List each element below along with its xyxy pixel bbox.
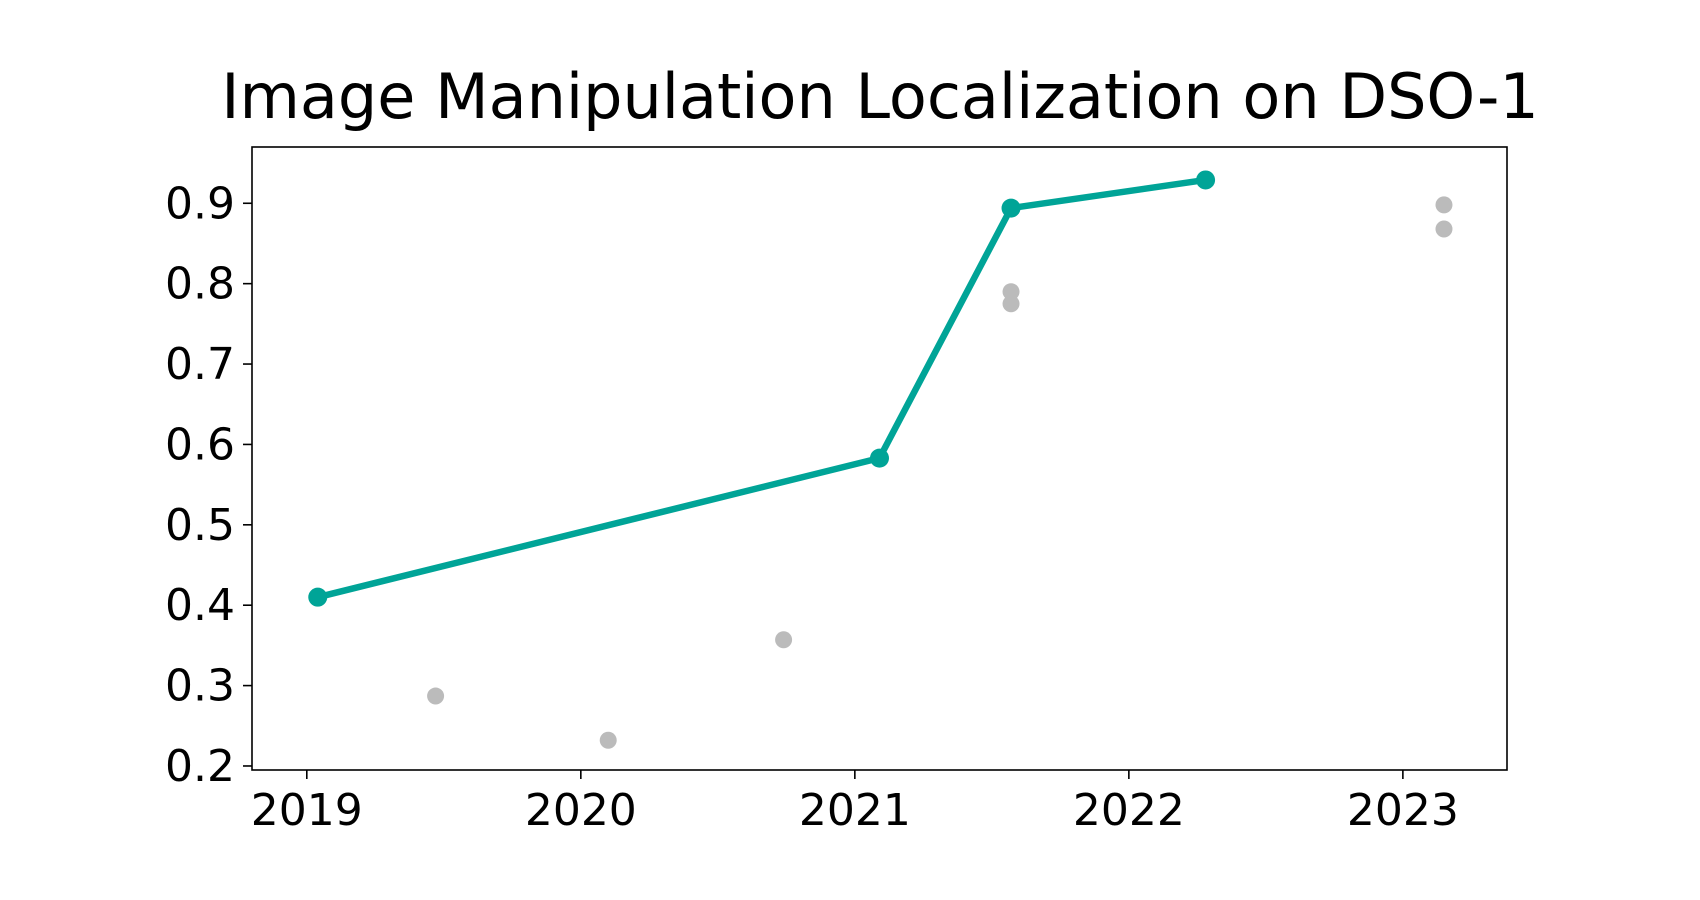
x-tick-label-2023: 2023 [1347, 785, 1459, 836]
chart-title: Image Manipulation Localization on DSO-1 [221, 60, 1539, 133]
x-tick-label-2019: 2019 [251, 785, 363, 836]
gray-point-1 [599, 731, 617, 749]
y-tick-label-0.7: 0.7 [165, 339, 235, 390]
line-point-1 [870, 448, 889, 468]
y-tick-label-0.3: 0.3 [165, 661, 235, 712]
line-point-2 [1001, 198, 1021, 218]
y-tick-label-0.4: 0.4 [165, 580, 235, 631]
y-tick-label-0.6: 0.6 [165, 419, 235, 470]
line-point-0 [308, 587, 328, 607]
y-tick-label-0.5: 0.5 [165, 500, 235, 551]
gray-point-5 [1435, 196, 1453, 214]
series-line-best [314, 176, 1209, 601]
y-tick-label-0.2: 0.2 [165, 741, 235, 792]
gray-point-6 [1435, 220, 1453, 238]
line-point-3 [1196, 170, 1216, 190]
plot-area-frame [251, 146, 1508, 771]
gray-point-2 [775, 631, 793, 649]
x-tick-label-2021: 2021 [799, 785, 911, 836]
y-tick-label-0.9: 0.9 [165, 178, 235, 229]
gray-point-3 [1002, 283, 1020, 301]
y-axis-label: Average Pixel F1(Fixed threshold) [74, 102, 132, 900]
x-tick-label-2022: 2022 [1073, 785, 1185, 836]
x-tick-label-2020: 2020 [525, 785, 637, 836]
gray-point-0 [427, 687, 445, 705]
y-tick-label-0.8: 0.8 [165, 259, 235, 310]
gray-point-4 [1002, 295, 1020, 313]
